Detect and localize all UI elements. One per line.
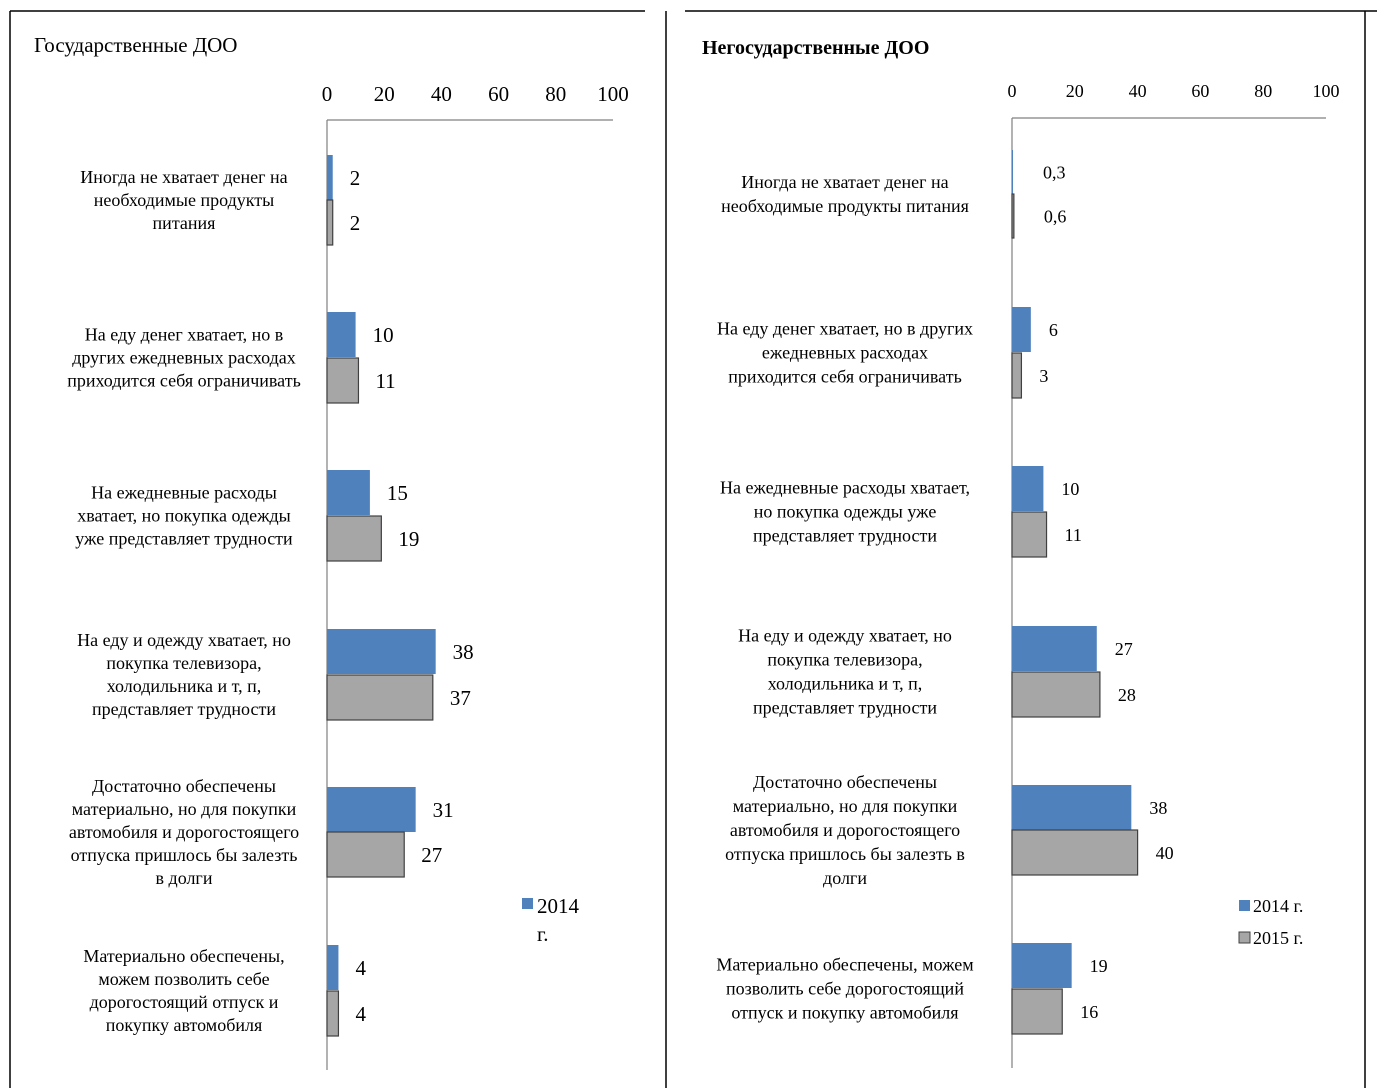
bar-2015: [1011, 829, 1139, 876]
legend-label-2014: 2014: [537, 894, 580, 918]
data-label: 6: [1049, 320, 1058, 340]
data-label: 0,3: [1043, 162, 1066, 182]
chart-title: Государственные ДОО: [34, 33, 237, 57]
category-label: Достаточно обеспечены материально, но для…: [725, 772, 965, 888]
bar-2015: [1011, 671, 1101, 718]
chart-panel-private: Негосударственные ДОО 0 20 40 60 80 100 0,3 6 1…: [702, 37, 1340, 1068]
bar-2014: [1012, 307, 1031, 352]
bar-2014: [327, 945, 339, 990]
bar-2015: [326, 990, 340, 1037]
x-tick-label: 20: [374, 82, 395, 106]
bar-2014: [327, 155, 333, 200]
data-label: 27: [1115, 639, 1133, 659]
legend: 2014 г. 2015 г.: [1238, 896, 1303, 948]
bar-2014: [1012, 466, 1044, 511]
legend-swatch-2015: [1238, 931, 1251, 944]
legend-label-year-suffix: г.: [537, 922, 549, 946]
bar-2015: [1011, 193, 1015, 239]
x-tick-label: 40: [431, 82, 452, 106]
x-tick-label: 0: [1008, 81, 1017, 101]
category-label: На ежедневные расходы хватает, но покупка…: [720, 478, 970, 546]
bar-2015: [326, 515, 382, 562]
data-label: 38: [1149, 798, 1167, 818]
data-label: 4: [355, 1002, 366, 1026]
data-label: 27: [421, 843, 442, 867]
bar-2014: [327, 470, 370, 515]
category-label: На ежедневные расходы хватает, но покупка…: [75, 482, 293, 548]
x-axis-ticks: 0 20 40 60 80 100: [1008, 81, 1340, 101]
category-label: Иногда не хватает денег на необходимые пр…: [721, 172, 969, 216]
bar-2014: [1012, 150, 1013, 194]
x-tick-label: 40: [1129, 81, 1147, 101]
data-label: 15: [387, 481, 408, 505]
data-label: 16: [1080, 1002, 1098, 1022]
x-tick-label: 80: [1254, 81, 1272, 101]
x-tick-label: 80: [545, 82, 566, 106]
bar-2014: [327, 629, 436, 674]
legend-swatch-2014: [522, 898, 533, 909]
bar-2015: [1011, 352, 1023, 399]
bar-2015: [1011, 511, 1048, 558]
data-label: 38: [453, 640, 474, 664]
data-label: 28: [1118, 685, 1136, 705]
legend-swatch-2014: [1239, 900, 1250, 911]
data-label: 10: [1061, 479, 1079, 499]
x-tick-label: 60: [488, 82, 509, 106]
category-labels: Иногда не хватает денег на необходимые пр…: [67, 167, 301, 1035]
data-label: 2: [350, 211, 361, 235]
bars: 0,3 6 10 27 38 19 0,6 3 11 28 40 16: [1011, 150, 1174, 1035]
data-label: 19: [398, 527, 419, 551]
chart-panel-state: Государственные ДОО 0 20 40 60 80 100 2 10 15 38…: [34, 33, 629, 1070]
bar-2014: [327, 787, 416, 832]
data-label: 10: [373, 323, 394, 347]
category-label: Материально обеспечены, можем позволить с…: [716, 955, 973, 1023]
x-tick-label: 100: [1313, 81, 1340, 101]
bar-2014: [1012, 785, 1132, 830]
data-label: 31: [433, 798, 454, 822]
category-label: Иногда не хватает денег на необходимые пр…: [80, 167, 287, 233]
chart-title: Негосударственные ДОО: [702, 37, 929, 59]
data-label: 40: [1156, 843, 1174, 863]
x-tick-label: 0: [322, 82, 333, 106]
data-label: 0,6: [1044, 206, 1067, 226]
x-tick-label: 20: [1066, 81, 1084, 101]
legend-label-2014: 2014 г.: [1253, 896, 1303, 916]
category-labels: Иногда не хватает денег на необходимые пр…: [716, 172, 973, 1023]
legend-label-2015: 2015 г.: [1253, 928, 1303, 948]
bar-2014: [1012, 943, 1072, 988]
data-label: 37: [450, 686, 471, 710]
bar-2015: [326, 674, 434, 721]
bars: 2 10 15 38 31 4 2 11 19 37 27 4: [326, 155, 474, 1037]
data-label: 2: [350, 166, 361, 190]
data-label: 4: [355, 956, 366, 980]
data-label: 11: [375, 369, 395, 393]
x-tick-label: 60: [1191, 81, 1209, 101]
category-label: На еду и одежду хватает, но покупка телев…: [738, 626, 952, 718]
bar-2015: [326, 831, 405, 878]
bar-2015: [326, 357, 360, 404]
data-label: 11: [1065, 525, 1082, 545]
axes: [1011, 117, 1326, 1068]
bar-2015: [1011, 988, 1063, 1035]
axes: [326, 119, 613, 1070]
bar-2014: [1012, 626, 1097, 671]
x-tick-label: 100: [597, 82, 629, 106]
data-label: 3: [1039, 366, 1048, 386]
category-label: Достаточно обеспечены материально, но для…: [69, 776, 299, 888]
data-label: 19: [1090, 956, 1108, 976]
category-label: На еду денег хватает, но в других ежеднев…: [67, 324, 301, 390]
category-label: Материально обеспечены, можем позволить с…: [83, 946, 284, 1035]
x-axis-ticks: 0 20 40 60 80 100: [322, 82, 629, 106]
bar-2015: [326, 199, 334, 246]
bar-2014: [327, 312, 356, 357]
category-label: На еду и одежду хватает, но покупка телев…: [77, 630, 291, 719]
category-label: На еду денег хватает, но в других ежеднев…: [717, 319, 973, 387]
legend: 2014 г.: [522, 894, 580, 946]
